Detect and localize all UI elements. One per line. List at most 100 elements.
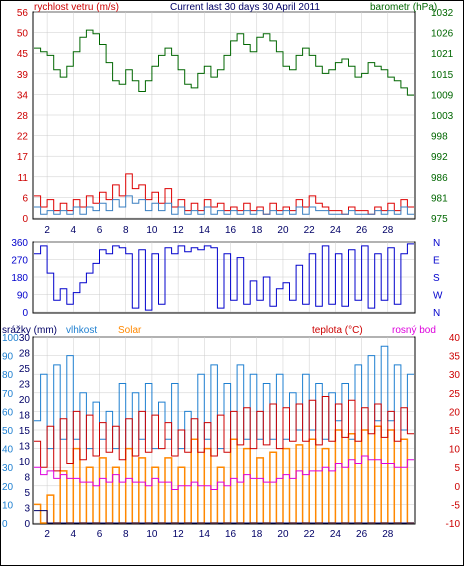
humidity-tick-label: 60 [2, 407, 14, 418]
wind-tick-label: 56 [17, 8, 29, 19]
chart-title: Current last 30 days 30 April 2011 [170, 2, 320, 13]
date-tick-label: 20 [277, 529, 289, 540]
pressure-series-line [34, 29, 414, 96]
humidity-tick-label: 80 [2, 370, 14, 381]
temperature-axis-label: teplota (°C) [312, 325, 363, 336]
wind-gust-series-line [34, 173, 414, 215]
dew-point-axis-label: rosný bod [392, 325, 436, 336]
pressure-tick-label: 1015 [431, 70, 454, 81]
rain-tick-label: 18 [19, 411, 31, 422]
date-tick-label: 16 [225, 225, 237, 236]
solar-axis-label: Solar [118, 325, 142, 336]
pressure-tick-label: 1003 [431, 111, 454, 122]
rain-tick-label: 25 [19, 364, 31, 375]
temperature-tick-label: -5 [451, 500, 460, 511]
date-tick-label: 4 [71, 225, 77, 236]
wind-tick-label: 45 [17, 49, 29, 60]
date-tick-label: 26 [356, 225, 368, 236]
temperature-series-line [34, 396, 414, 472]
temperature-tick-label: 20 [449, 407, 461, 418]
date-tick-label: 28 [382, 529, 394, 540]
direction-tick-label: 90 [17, 291, 29, 302]
date-tick-label: 16 [225, 529, 237, 540]
pressure-tick-label: 981 [431, 193, 448, 204]
wind-tick-label: 34 [17, 90, 29, 101]
date-tick-label: 2 [44, 225, 50, 236]
rain-tick-label: 15 [19, 426, 31, 437]
rain-tick-label: 10 [19, 457, 31, 468]
wind-tick-label: 17 [17, 152, 29, 163]
humidity-tick-label: 0 [2, 519, 8, 530]
wind-tick-label: 6 [22, 193, 28, 204]
humidity-tick-label: 90 [2, 352, 14, 363]
rain-tick-label: 8 [24, 473, 30, 484]
humidity-tick-label: 10 [2, 500, 14, 511]
pressure-tick-label: 986 [431, 173, 448, 184]
pressure-tick-label: 992 [431, 152, 448, 163]
pressure-tick-label: 998 [431, 132, 448, 143]
date-tick-label: 24 [330, 225, 342, 236]
compass-tick-label: E [433, 256, 440, 267]
date-tick-label: 20 [277, 225, 289, 236]
temperature-tick-label: 5 [454, 463, 460, 474]
dew-point-series-line [34, 455, 414, 490]
direction-tick-label: 360 [11, 238, 28, 249]
wind-tick-label: 22 [17, 132, 29, 143]
compass-tick-label: N [433, 238, 440, 249]
date-tick-label: 12 [173, 529, 185, 540]
wind-tick-label: 28 [17, 111, 29, 122]
axis-ticks: 0611172228343945505697598198699299810031… [2, 8, 460, 540]
date-tick-label: 22 [304, 225, 316, 236]
direction-tick-label: 270 [11, 256, 28, 267]
direction-tick-label: 0 [22, 308, 28, 319]
date-tick-label: 2 [44, 529, 50, 540]
rain-tick-label: 28 [19, 349, 31, 360]
temperature-tick-label: 10 [449, 445, 461, 456]
rain-tick-label: 23 [19, 380, 31, 391]
date-tick-label: 10 [146, 225, 158, 236]
data-series [34, 29, 414, 524]
temperature-tick-label: 40 [449, 333, 461, 344]
direction-series-line [34, 243, 414, 311]
date-tick-label: 14 [199, 529, 211, 540]
rain-tick-label: 20 [19, 395, 31, 406]
date-tick-label: 18 [251, 225, 263, 236]
date-tick-label: 14 [199, 225, 211, 236]
compass-tick-label: S [433, 273, 440, 284]
rain-tick-label: 3 [24, 504, 30, 515]
temperature-tick-label: 35 [449, 352, 461, 363]
humidity-tick-label: 20 [2, 482, 14, 493]
wind-tick-label: 39 [17, 70, 29, 81]
temperature-tick-label: 0 [454, 482, 460, 493]
temperature-tick-label: -10 [446, 519, 461, 530]
pressure-tick-label: 1026 [431, 29, 454, 40]
humidity-tick-label: 100 [2, 333, 19, 344]
wind-axis-label: rychlost vetru (m/s) [34, 2, 119, 13]
date-tick-label: 6 [97, 529, 103, 540]
rain-tick-label: 5 [24, 488, 30, 499]
compass-tick-label: N [433, 308, 440, 319]
solar-series-line [34, 425, 414, 524]
temperature-tick-label: 15 [449, 426, 461, 437]
pressure-tick-label: 975 [431, 214, 448, 225]
date-tick-label: 22 [304, 529, 316, 540]
rain-tick-label: 13 [19, 442, 31, 453]
compass-tick-label: W [433, 291, 443, 302]
date-tick-label: 10 [146, 529, 158, 540]
date-tick-label: 18 [251, 529, 263, 540]
date-tick-label: 24 [330, 529, 342, 540]
pressure-axis-label: barometr (hPa) [370, 2, 437, 13]
humidity-tick-label: 30 [2, 463, 14, 474]
date-tick-label: 28 [382, 225, 394, 236]
temperature-tick-label: 25 [449, 389, 461, 400]
date-tick-label: 12 [173, 225, 185, 236]
date-tick-label: 26 [356, 529, 368, 540]
humidity-tick-label: 70 [2, 389, 14, 400]
pressure-tick-label: 1032 [431, 8, 454, 19]
rain-axis-label: srážky (mm) [2, 325, 57, 336]
pressure-tick-label: 1021 [431, 49, 454, 60]
date-tick-label: 8 [123, 225, 129, 236]
date-tick-label: 4 [71, 529, 77, 540]
wind-tick-label: 50 [17, 29, 29, 40]
